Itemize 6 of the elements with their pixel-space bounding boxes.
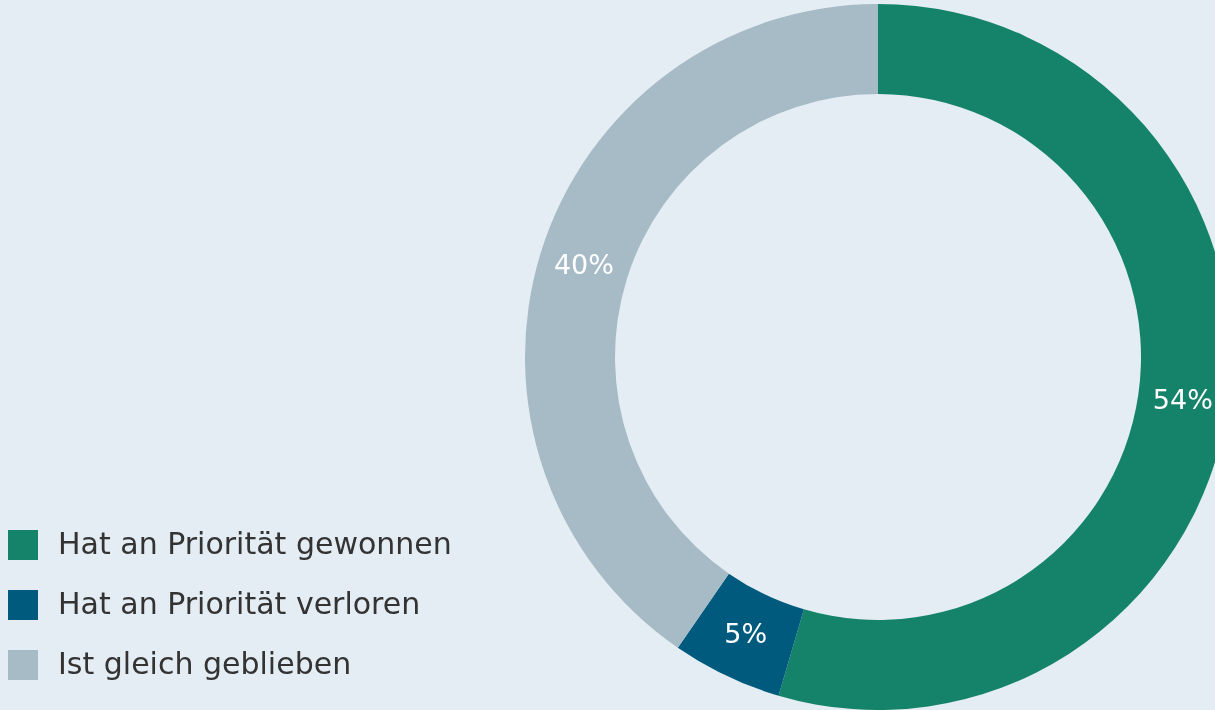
legend-label: Hat an Priorität verloren [58,586,421,621]
data-label: 54% [1152,383,1213,415]
legend-label: Ist gleich geblieben [58,646,352,681]
data-label: 40% [553,248,614,280]
data-label: 5% [724,618,768,650]
legend-label: Hat an Priorität gewonnen [58,526,452,561]
